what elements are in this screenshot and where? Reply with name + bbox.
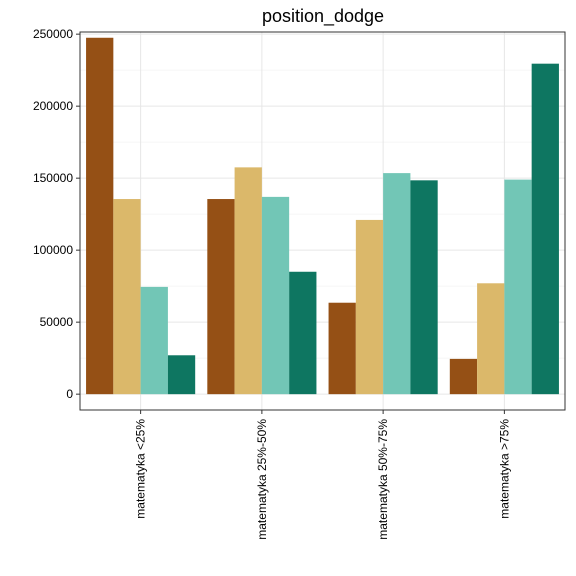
- y-tick-label: 50000: [40, 315, 74, 329]
- y-tick-label: 0: [66, 387, 73, 401]
- y-tick-label: 100000: [33, 243, 73, 257]
- bar: [234, 167, 262, 395]
- bar: [140, 286, 168, 395]
- bar: [531, 63, 559, 395]
- y-tick-label: 200000: [33, 99, 73, 113]
- bar: [383, 173, 411, 395]
- x-tick-label: matematyka <25%: [134, 419, 148, 519]
- x-tick-label: matematyka >75%: [497, 419, 511, 519]
- bar: [477, 283, 505, 395]
- bar: [207, 199, 235, 395]
- bar: [113, 199, 141, 395]
- x-tick-label: matematyka 25%-50%: [255, 419, 269, 540]
- y-tick-label: 150000: [33, 171, 73, 185]
- chart-title: position_dodge: [262, 6, 384, 27]
- bar: [504, 179, 532, 395]
- bar: [449, 358, 478, 395]
- bar: [410, 180, 438, 395]
- y-tick-label: 250000: [33, 27, 73, 41]
- bar: [261, 196, 290, 395]
- panel-border: [79, 31, 566, 411]
- bar: [289, 271, 317, 395]
- bar: [86, 37, 114, 395]
- bar: [355, 219, 384, 395]
- plot-area: 0 50000 100000 150000 200000 250000 matematyka…: [33, 27, 566, 540]
- bar: [167, 355, 196, 395]
- x-tick-label: matematyka 50%-75%: [376, 419, 390, 540]
- bar: [328, 302, 356, 395]
